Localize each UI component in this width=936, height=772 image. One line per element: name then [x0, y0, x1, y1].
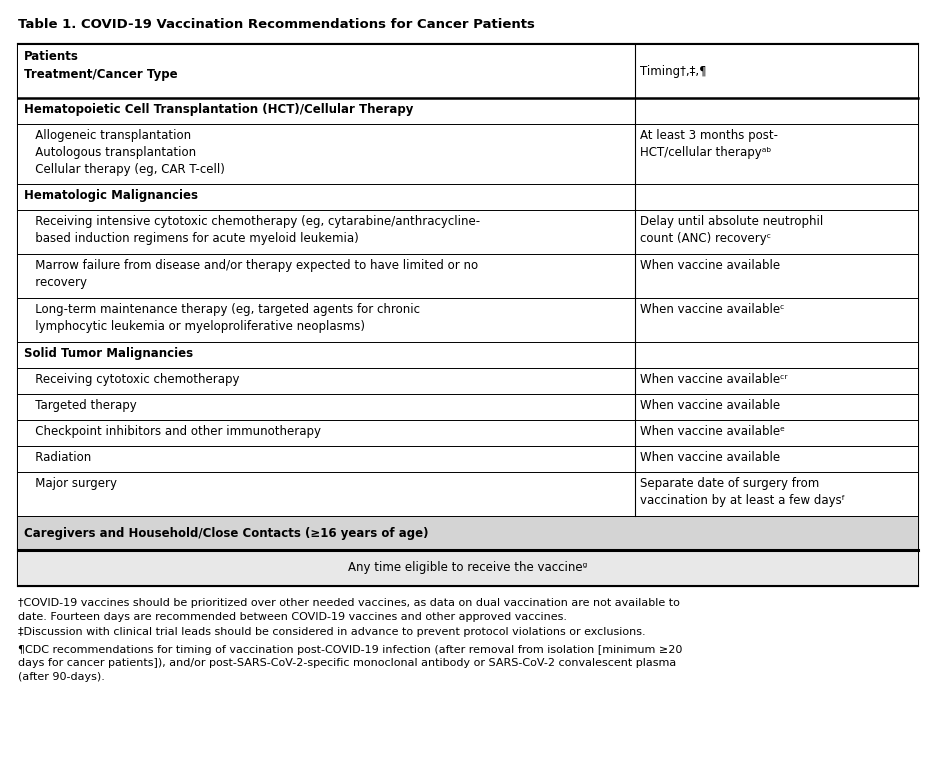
Bar: [18, 124, 918, 184]
Text: Long-term maintenance therapy (eg, targeted agents for chronic
   lymphocytic le: Long-term maintenance therapy (eg, targe…: [24, 303, 420, 333]
Text: Solid Tumor Malignancies: Solid Tumor Malignancies: [24, 347, 193, 360]
Text: Receiving intensive cytotoxic chemotherapy (eg, cytarabine/anthracycline-
   bas: Receiving intensive cytotoxic chemothera…: [24, 215, 480, 245]
Text: When vaccine available: When vaccine available: [640, 399, 781, 411]
Text: Checkpoint inhibitors and other immunotherapy: Checkpoint inhibitors and other immunoth…: [24, 425, 321, 438]
Bar: [18, 44, 918, 98]
Bar: [18, 44, 918, 586]
Text: Receiving cytotoxic chemotherapy: Receiving cytotoxic chemotherapy: [24, 373, 240, 386]
Text: Radiation: Radiation: [24, 451, 91, 464]
Text: When vaccine available: When vaccine available: [640, 259, 781, 272]
Bar: [18, 342, 918, 368]
Text: Table 1. COVID-19 Vaccination Recommendations for Cancer Patients: Table 1. COVID-19 Vaccination Recommenda…: [18, 18, 534, 31]
Bar: [18, 98, 918, 124]
Bar: [18, 298, 918, 342]
Bar: [18, 446, 918, 472]
Text: Delay until absolute neutrophil
count (ANC) recoveryᶜ: Delay until absolute neutrophil count (A…: [640, 215, 824, 245]
Text: Hematologic Malignancies: Hematologic Malignancies: [24, 189, 198, 201]
Text: Caregivers and Household/Close Contacts (≥16 years of age): Caregivers and Household/Close Contacts …: [24, 527, 429, 540]
Text: ¶CDC recommendations for timing of vaccination post-COVID-19 infection (after re: ¶CDC recommendations for timing of vacci…: [18, 645, 682, 682]
Text: Hematopoietic Cell Transplantation (HCT)/Cellular Therapy: Hematopoietic Cell Transplantation (HCT)…: [24, 103, 414, 116]
Text: Separate date of surgery from
vaccination by at least a few daysᶠ: Separate date of surgery from vaccinatio…: [640, 477, 846, 506]
Bar: [18, 368, 918, 394]
Text: †COVID-19 vaccines should be prioritized over other needed vaccines, as data on : †COVID-19 vaccines should be prioritized…: [18, 598, 680, 621]
Bar: [18, 550, 918, 586]
Bar: [18, 184, 918, 210]
Text: When vaccine availableᶜ: When vaccine availableᶜ: [640, 303, 785, 316]
Text: When vaccine availableᶜʳ: When vaccine availableᶜʳ: [640, 373, 788, 386]
Bar: [18, 420, 918, 446]
Text: Any time eligible to receive the vaccineᵍ: Any time eligible to receive the vaccine…: [348, 561, 588, 574]
Text: When vaccine availableᵉ: When vaccine availableᵉ: [640, 425, 785, 438]
Bar: [18, 210, 918, 254]
Text: Allogeneic transplantation
   Autologous transplantation
   Cellular therapy (eg: Allogeneic transplantation Autologous tr…: [24, 129, 225, 176]
Text: When vaccine available: When vaccine available: [640, 451, 781, 464]
Text: At least 3 months post-
HCT/cellular therapyᵃᵇ: At least 3 months post- HCT/cellular the…: [640, 129, 779, 159]
Text: Patients
Treatment/Cancer Type: Patients Treatment/Cancer Type: [24, 50, 178, 81]
Bar: [18, 516, 918, 550]
Text: Marrow failure from disease and/or therapy expected to have limited or no
   rec: Marrow failure from disease and/or thera…: [24, 259, 478, 289]
Text: Targeted therapy: Targeted therapy: [24, 399, 137, 411]
Bar: [18, 394, 918, 420]
Bar: [18, 472, 918, 516]
Bar: [18, 254, 918, 298]
Text: ‡Discussion with clinical trial leads should be considered in advance to prevent: ‡Discussion with clinical trial leads sh…: [18, 627, 646, 637]
Text: Timing†,‡,¶: Timing†,‡,¶: [640, 65, 707, 77]
Text: Major surgery: Major surgery: [24, 477, 117, 489]
